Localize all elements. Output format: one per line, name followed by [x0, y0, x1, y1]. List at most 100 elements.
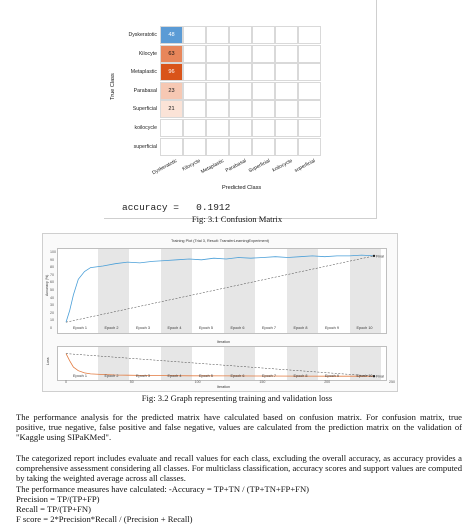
y-tick: 80: [50, 265, 54, 270]
figure-caption-2: Fig: 3.2 Graph representing training and…: [141, 393, 333, 403]
cm-cell: [275, 81, 298, 100]
epoch-label: Epoch 7: [262, 326, 276, 330]
confusion-matrix-grid: Dyskeratotic 48 Kilocyte 63 Metaplastic 96 Par…: [104, 0, 376, 218]
final-marker: [372, 374, 376, 378]
cm-cell: [229, 119, 252, 137]
cm-cell: [298, 119, 321, 137]
final-label: Final: [376, 254, 384, 258]
cm-col-label: superficial: [294, 158, 317, 175]
cm-col-label: Kilocycle: [181, 158, 202, 173]
x-tick: 250: [389, 380, 395, 384]
cm-cell: 23: [160, 81, 183, 100]
cm-col-label: Superficial: [247, 158, 271, 175]
cm-cell: [206, 119, 229, 137]
y-tick: 60: [50, 280, 54, 285]
final-marker: [372, 254, 376, 258]
loss-ylabel: Loss: [46, 357, 50, 365]
cm-cell: [229, 137, 252, 156]
cm-cell: [275, 44, 298, 63]
x-tick: 0: [65, 380, 67, 384]
cm-cell: [252, 26, 275, 44]
epoch-label: Epoch 10: [356, 326, 373, 330]
formula-precision: Precision = TP/(TP+FP): [16, 494, 100, 504]
cm-cell: [298, 63, 321, 82]
cm-cell: [183, 81, 206, 100]
cm-row-label: koilocycle: [134, 125, 158, 131]
cm-col-label: koilocycle: [271, 158, 294, 174]
cm-row-label: Superficial: [132, 106, 157, 113]
formula-fscore: F score = 2*Precision*Recall / (Precisio…: [16, 514, 193, 524]
cm-cell: [206, 100, 229, 119]
training-series-line: [65, 254, 375, 323]
validation-dashed-line: [65, 255, 375, 323]
cm-cell: [252, 100, 275, 119]
epoch-band: [349, 347, 381, 380]
cm-cell: 63: [160, 44, 183, 63]
epoch-band: [349, 249, 381, 333]
cm-cell: [275, 26, 298, 44]
y-tick: 0: [50, 326, 52, 330]
cm-cell: [298, 44, 321, 63]
bottom-xlabel: Iteration: [217, 385, 230, 389]
cm-cell: [183, 137, 206, 156]
epoch-label: Epoch 9: [325, 374, 339, 378]
y-tick: 90: [50, 257, 54, 262]
cm-cell: [206, 63, 229, 82]
cm-cell: [183, 44, 206, 63]
cm-cell: [160, 119, 183, 137]
cm-cell: [275, 100, 298, 119]
epoch-label: Epoch 8: [293, 374, 308, 378]
top-xlabel: Iteration: [217, 340, 230, 344]
accuracy-plot: Final: [65, 254, 384, 323]
cm-cell: [206, 26, 229, 44]
epoch-label: Epoch 4: [167, 326, 182, 330]
cm-cell: [275, 119, 298, 137]
cm-cell: [229, 63, 252, 82]
cm-cell: [252, 63, 275, 82]
cm-col-label: Dyskeratotic: [151, 158, 179, 177]
epoch-label: Epoch 7: [262, 374, 276, 378]
cm-cell: [183, 119, 206, 137]
x-tick: 50: [129, 380, 134, 384]
epoch-label: Epoch 1: [73, 374, 87, 378]
y-tick: 10: [50, 318, 54, 323]
epoch-label: Epoch 5: [199, 326, 213, 330]
cm-row-label: Kilocyte: [138, 50, 157, 57]
epoch-band: [286, 249, 318, 333]
y-tick: 100: [50, 250, 56, 254]
cm-ylabel: True Class: [110, 73, 116, 100]
cm-cell: [183, 63, 206, 82]
epoch-label: Epoch 6: [230, 326, 245, 330]
epoch-label: Epoch 3: [136, 374, 150, 378]
cm-cell: [206, 44, 229, 63]
epoch-band: [223, 249, 255, 333]
epoch-label: Epoch 2: [104, 326, 119, 330]
cm-row-label: Metaplastic: [130, 69, 157, 76]
cm-cell: [183, 100, 206, 119]
cm-cell: [298, 137, 321, 156]
cm-cell: [252, 137, 275, 156]
cm-col-label: Parabasal: [225, 158, 248, 175]
epoch-band: [223, 347, 255, 380]
cm-cell: [298, 81, 321, 100]
cm-row-label: superficial: [133, 143, 157, 150]
paragraph-2: The categorized report includes evaluate…: [16, 453, 462, 484]
cm-cell: [229, 100, 252, 119]
cm-cell: [252, 44, 275, 63]
cm-cell: [298, 26, 321, 44]
cm-cell: [229, 44, 252, 63]
accuracy-panel: Final Epoch 1 Epoch 2 Epoch 3 Epoch 4 Epoch …: [57, 248, 387, 334]
cm-xlabel: Predicted Class: [222, 185, 262, 191]
loss-panel: Final Epoch 1 Epoch 2 Epoch 3 Epoch 4 Epoch …: [57, 346, 387, 381]
confusion-matrix-figure: Dyskeratotic 48 Kilocyte 63 Metaplastic 96 Par…: [104, 0, 377, 219]
y-tick: 20: [50, 310, 54, 315]
formula-accuracy: The performance measures have calculated…: [16, 484, 310, 494]
cm-cell: [206, 81, 229, 100]
epoch-label: Epoch 4: [167, 374, 182, 378]
cm-cell: [229, 26, 252, 44]
cm-cell: [275, 63, 298, 82]
cm-row-label: Parabasal: [133, 87, 157, 94]
epoch-label: Epoch 3: [136, 326, 150, 330]
epoch-band: [160, 347, 192, 380]
cm-cell: [229, 81, 252, 100]
